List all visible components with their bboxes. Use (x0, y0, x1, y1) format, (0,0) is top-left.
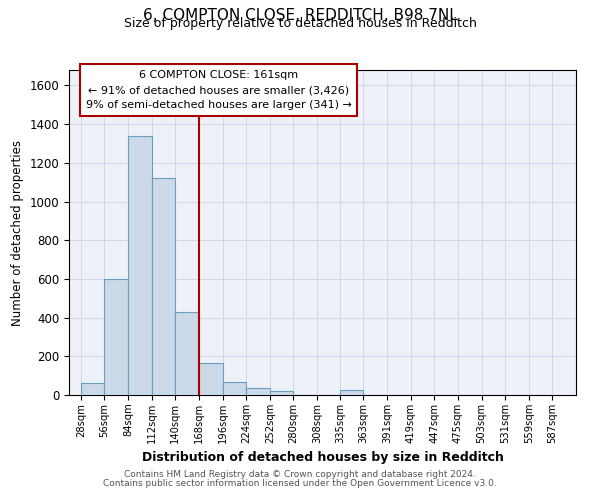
X-axis label: Distribution of detached houses by size in Redditch: Distribution of detached houses by size … (142, 452, 503, 464)
Y-axis label: Number of detached properties: Number of detached properties (11, 140, 24, 326)
Bar (340, 390, 364, 395)
Text: 6 COMPTON CLOSE: 161sqm
← 91% of detached houses are smaller (3,426)
9% of semi-: 6 COMPTON CLOSE: 161sqm ← 91% of detache… (86, 70, 352, 110)
Bar (223, 382, 246, 395)
Bar (175, 312, 199, 395)
Bar (128, 136, 152, 395)
Bar (270, 391, 293, 395)
Text: Size of property relative to detached houses in Redditch: Size of property relative to detached ho… (124, 18, 476, 30)
Bar (152, 178, 175, 395)
Text: Contains public sector information licensed under the Open Government Licence v3: Contains public sector information licen… (103, 478, 497, 488)
Text: 6, COMPTON CLOSE, REDDITCH, B98 7NL: 6, COMPTON CLOSE, REDDITCH, B98 7NL (143, 8, 457, 22)
Text: Contains HM Land Registry data © Crown copyright and database right 2024.: Contains HM Land Registry data © Crown c… (124, 470, 476, 479)
Bar (81, 384, 104, 395)
Bar (104, 279, 128, 395)
Bar (246, 388, 270, 395)
Bar (199, 363, 223, 395)
